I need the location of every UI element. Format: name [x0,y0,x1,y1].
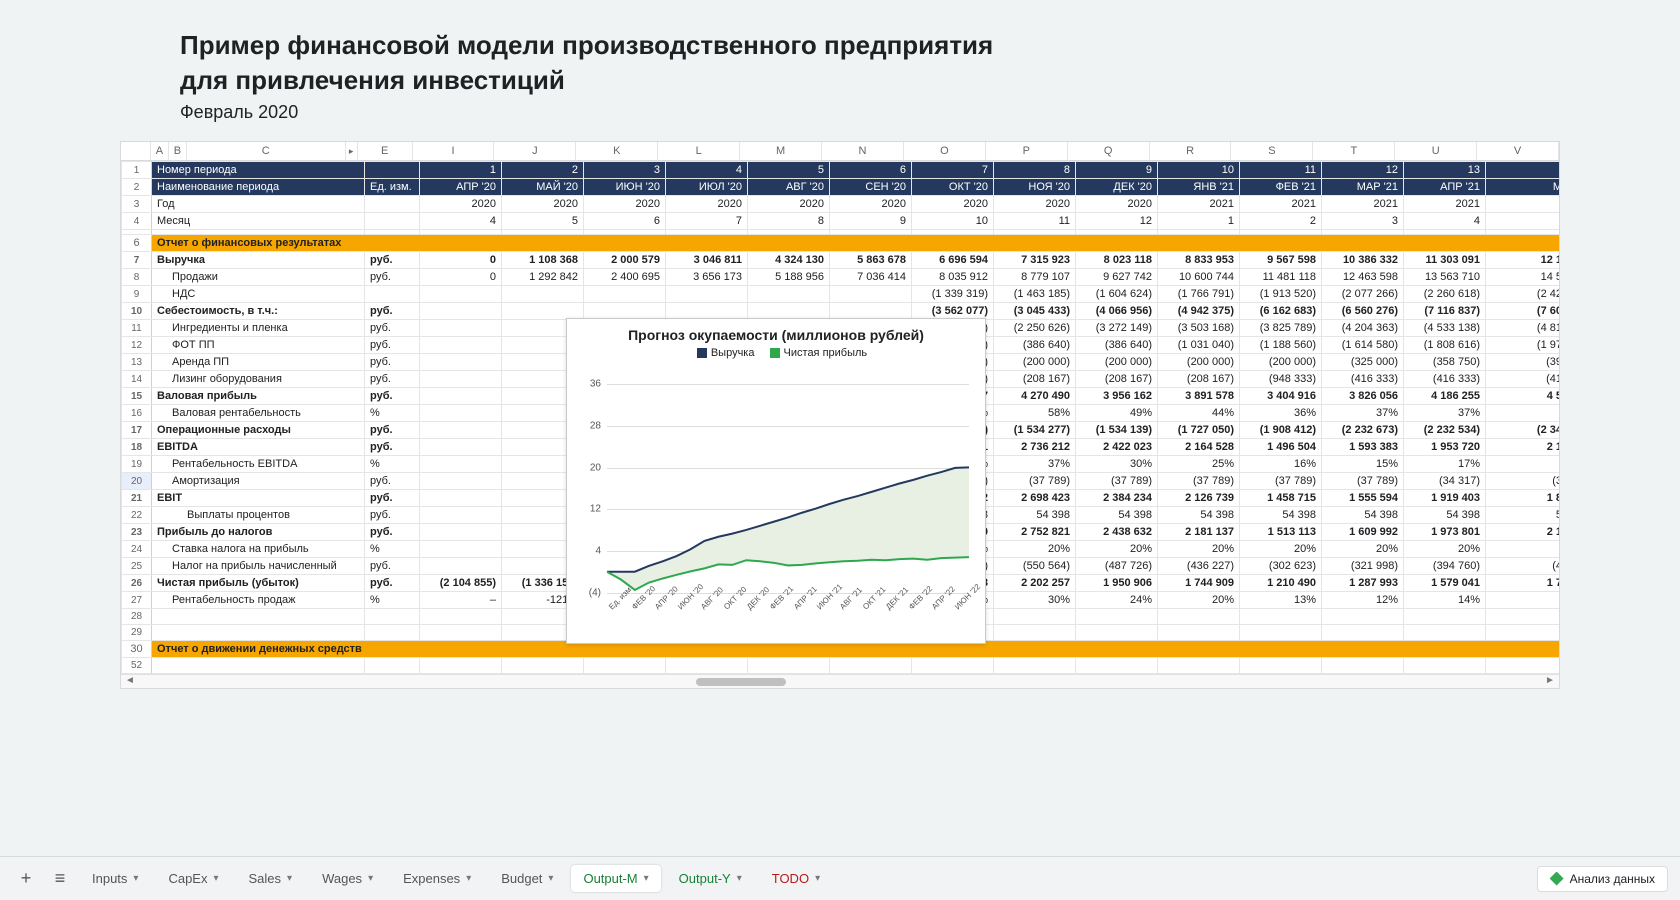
spreadsheet-frame: ABC▸EIJKLMNOPQRSTUV 1Номер периода123456… [120,141,1560,689]
legend-swatch-1 [697,348,707,358]
scroll-right-icon[interactable]: ► [1543,675,1557,689]
tab-output-m[interactable]: Output-M ▾ [571,865,660,892]
tab-sales[interactable]: Sales ▾ [237,865,305,892]
chart-plot-area: (4)412202836 [579,363,973,603]
chart-legend: Выручка Чистая прибыль [579,347,973,359]
tab-capex[interactable]: CapEx ▾ [156,865,230,892]
tab-inputs[interactable]: Inputs ▾ [80,865,150,892]
chart-x-axis: Ед. измФЕВ '20АПР '20ИЮН '20АВГ '20ОКТ '… [579,605,973,614]
all-sheets-button[interactable]: ≡ [46,868,74,889]
chart-title: Прогноз окупаемости (миллионов рублей) [579,327,973,343]
tab-expenses[interactable]: Expenses ▾ [391,865,483,892]
scroll-left-icon[interactable]: ◄ [123,675,137,689]
column-headers[interactable]: ABC▸EIJKLMNOPQRSTUV [121,142,1559,161]
tab-budget[interactable]: Budget ▾ [489,865,565,892]
tab-wages[interactable]: Wages ▾ [310,865,385,892]
add-sheet-button[interactable]: + [12,868,40,889]
legend-swatch-2 [770,348,780,358]
embedded-chart[interactable]: Прогноз окупаемости (миллионов рублей) В… [566,318,986,644]
tab-todo[interactable]: TODO ▾ [760,865,832,892]
scrollbar-thumb[interactable] [696,678,786,686]
sheet-tabs-bar: + ≡ Inputs ▾CapEx ▾ Sales ▾Wages ▾Expense… [0,856,1680,900]
horizontal-scrollbar[interactable]: ◄ ► [121,674,1559,688]
page-title: Пример финансовой модели производственно… [180,28,1680,98]
page-subtitle: Февраль 2020 [180,102,1680,123]
page-header: Пример финансовой модели производственно… [0,0,1680,141]
explore-button[interactable]: Анализ данных [1537,866,1668,892]
expand-columns-icon[interactable]: ▸ [346,142,358,160]
explore-icon [1550,872,1564,886]
tab-output-y[interactable]: Output-Y ▾ [667,865,754,892]
